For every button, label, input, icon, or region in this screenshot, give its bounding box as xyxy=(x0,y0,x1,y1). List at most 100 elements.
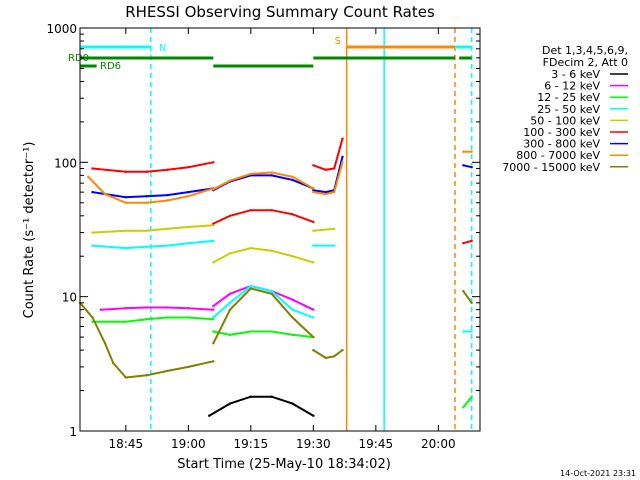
series-line-1 xyxy=(100,306,214,311)
data-point xyxy=(324,168,328,171)
data-point xyxy=(166,199,169,202)
flag-label-s: S xyxy=(335,36,341,47)
data-point xyxy=(124,246,128,250)
data-point xyxy=(249,246,253,250)
x-tick-label: 19:15 xyxy=(234,437,269,451)
series-line-3 xyxy=(92,239,214,250)
series-line-5 xyxy=(92,161,214,173)
data-point xyxy=(187,365,190,369)
data-point xyxy=(291,298,294,301)
data-point xyxy=(312,348,315,352)
data-point xyxy=(470,239,473,243)
data-point xyxy=(312,308,315,311)
data-point xyxy=(462,242,465,245)
data-point xyxy=(470,301,473,305)
data-point xyxy=(145,317,148,321)
series-line-7 xyxy=(313,162,344,196)
data-point xyxy=(291,213,294,216)
series-line-4 xyxy=(212,247,314,264)
data-point xyxy=(212,360,215,363)
data-point xyxy=(312,189,315,192)
data-point xyxy=(103,192,107,196)
data-point xyxy=(270,330,273,333)
series-line-8 xyxy=(212,287,314,344)
data-point xyxy=(249,330,253,333)
series-line-4 xyxy=(313,227,335,232)
data-point xyxy=(207,414,211,417)
data-point xyxy=(270,395,273,398)
data-point xyxy=(212,304,215,308)
data-point xyxy=(291,316,294,319)
data-point xyxy=(462,406,465,409)
data-point xyxy=(228,333,232,337)
chart-marks: N S RD0 RD6 xyxy=(68,28,473,431)
data-point xyxy=(312,190,315,194)
data-point xyxy=(212,342,215,345)
data-point xyxy=(270,209,273,212)
series-line-2 xyxy=(213,330,314,339)
data-point xyxy=(166,316,169,319)
data-point xyxy=(124,307,128,310)
series-line-0 xyxy=(208,395,314,417)
data-point xyxy=(470,330,473,333)
series-line-4 xyxy=(92,224,214,234)
data-point xyxy=(145,170,148,174)
data-point xyxy=(249,395,253,398)
data-point xyxy=(187,190,190,194)
data-point xyxy=(145,306,148,309)
data-point xyxy=(187,307,190,310)
data-point xyxy=(228,252,232,255)
axis-ticks: 18:45 19:00 19:15 19:30 19:45 20:00 1 10 100 1000 xyxy=(46,22,480,451)
data-point xyxy=(470,150,473,153)
data-point xyxy=(228,301,232,305)
data-point xyxy=(212,239,215,243)
data-point xyxy=(312,335,315,339)
data-point xyxy=(187,316,190,319)
data-point xyxy=(332,227,336,231)
data-point xyxy=(103,342,107,345)
data-point xyxy=(187,165,190,169)
data-point xyxy=(212,316,215,319)
data-point xyxy=(166,369,169,373)
data-point xyxy=(341,161,344,164)
data-point xyxy=(312,244,315,247)
data-point xyxy=(124,229,128,232)
data-point xyxy=(124,320,128,323)
x-tick-label: 19:45 xyxy=(359,437,394,451)
data-point xyxy=(112,361,115,365)
data-point xyxy=(145,374,148,377)
data-point xyxy=(291,308,294,311)
legend-entry-label: 50 - 100 keV xyxy=(530,114,600,127)
data-point xyxy=(124,196,128,199)
series-line-8 xyxy=(462,290,473,304)
data-point xyxy=(166,193,169,197)
data-point xyxy=(270,249,273,252)
chart-title: RHESSI Observing Summary Count Rates xyxy=(125,3,435,21)
data-point xyxy=(166,244,169,247)
flag-label-rd0: RD0 xyxy=(68,53,89,64)
data-point xyxy=(270,171,273,174)
data-point xyxy=(91,320,94,323)
series-line-5 xyxy=(463,239,472,245)
data-point xyxy=(228,292,232,296)
data-point xyxy=(332,244,336,247)
data-point xyxy=(324,356,328,360)
data-point xyxy=(212,261,215,264)
legend-entry-label: 6 - 12 keV xyxy=(544,80,600,93)
data-point xyxy=(332,190,336,194)
data-point xyxy=(291,175,294,179)
data-point xyxy=(212,188,215,191)
data-point xyxy=(470,395,473,398)
data-point xyxy=(312,414,315,417)
data-point xyxy=(462,150,465,153)
data-point xyxy=(324,192,328,196)
data-point xyxy=(249,284,253,288)
data-point xyxy=(332,355,336,358)
data-point xyxy=(341,137,344,140)
legend-header-line-2: FDecim 2, Att 0 xyxy=(543,56,628,69)
series-line-5 xyxy=(312,138,344,171)
data-point xyxy=(187,242,190,245)
data-point xyxy=(212,224,215,227)
legend-entry-label: 12 - 25 keV xyxy=(537,91,600,104)
data-point xyxy=(462,330,465,333)
